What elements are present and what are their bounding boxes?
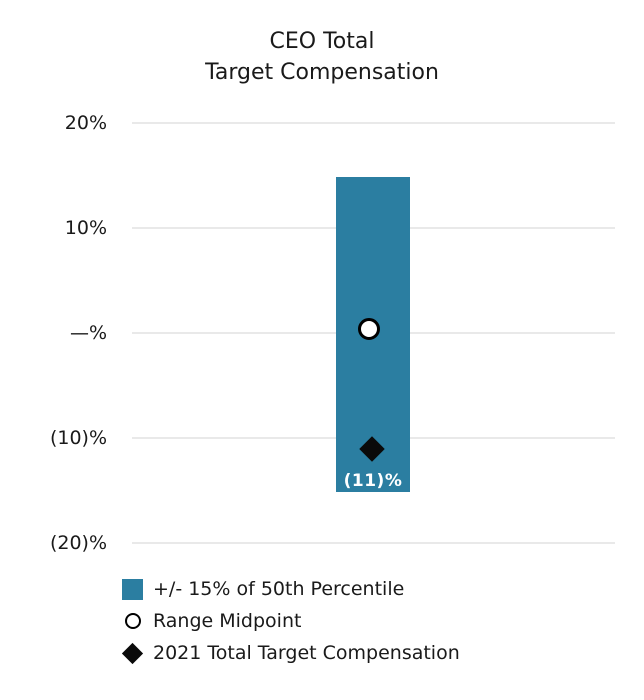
y-axis-tick-0pct: —% — [69, 322, 107, 344]
legend-label-range-midpoint: Range Midpoint — [153, 610, 302, 632]
legend-circle-swatch-icon — [124, 613, 141, 629]
target-compensation-data-label: (11)% — [343, 471, 403, 491]
chart-title: CEO Total Target Compensation — [205, 29, 439, 85]
gridline-neg20pct — [132, 542, 615, 544]
legend-item-range-midpoint: Range Midpoint — [120, 605, 540, 637]
legend-label-percentile-range: +/- 15% of 50th Percentile — [153, 578, 405, 600]
legend-item-target-compensation: 2021 Total Target Compensation — [120, 637, 540, 669]
range-midpoint-marker — [358, 318, 380, 340]
y-axis-tick-20pct: 20% — [64, 112, 107, 134]
gridline-20pct — [132, 122, 615, 124]
chart-legend: +/- 15% of 50th Percentile Range Midpoin… — [120, 573, 540, 669]
legend-item-percentile-range: +/- 15% of 50th Percentile — [120, 573, 540, 605]
legend-square-swatch-icon — [122, 578, 143, 600]
y-axis-tick-neg20pct: (20)% — [49, 532, 107, 554]
legend-label-target-compensation: 2021 Total Target Compensation — [153, 642, 460, 664]
y-axis-tick-neg10pct: (10)% — [49, 427, 107, 449]
y-axis-tick-10pct: 10% — [64, 217, 107, 239]
legend-diamond-swatch-icon — [121, 642, 144, 664]
